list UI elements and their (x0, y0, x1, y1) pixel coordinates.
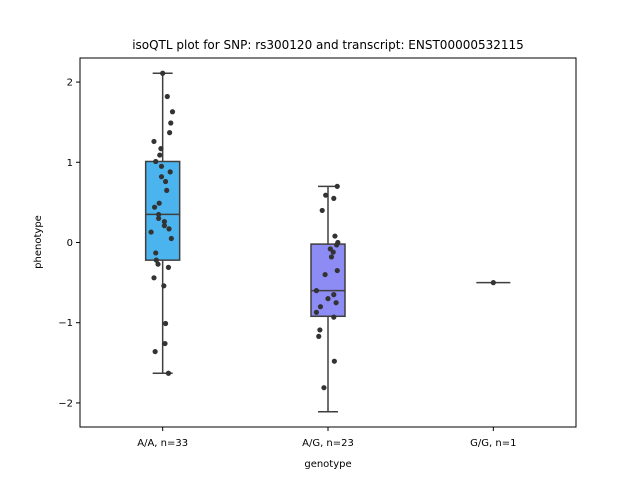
data-point (317, 327, 323, 333)
data-point (313, 309, 320, 315)
plot-content (144, 70, 511, 413)
x-axis-label: genotype (304, 459, 351, 470)
points-group-3 (490, 280, 496, 286)
data-point (334, 242, 340, 248)
data-point (161, 219, 168, 225)
data-point (151, 138, 157, 145)
data-point (158, 174, 165, 180)
data-point (333, 300, 339, 306)
y-axis: −2 −1 0 1 2 (58, 78, 80, 409)
data-point (331, 195, 337, 201)
data-point (319, 207, 325, 214)
data-point (151, 275, 157, 281)
iqr-box (310, 243, 346, 318)
y-tick-label: 2 (67, 78, 73, 89)
data-point (334, 267, 340, 274)
data-point (162, 178, 169, 185)
data-point (167, 169, 173, 175)
data-point (313, 288, 320, 294)
data-point (148, 229, 154, 235)
data-point (151, 204, 158, 210)
data-point (169, 109, 176, 115)
data-point (490, 280, 496, 286)
data-point (153, 250, 159, 256)
y-tick-label: 0 (67, 238, 73, 249)
data-point (330, 249, 336, 255)
y-tick-label: −2 (58, 398, 73, 409)
data-point (156, 211, 162, 218)
x-tick-label: A/A, n=33 (137, 438, 188, 449)
data-point (331, 292, 337, 298)
data-point (152, 348, 158, 355)
data-point (165, 370, 172, 376)
data-point (331, 314, 337, 320)
data-point (164, 93, 170, 100)
data-point (160, 70, 166, 76)
data-point (322, 271, 328, 278)
points-group-2 (313, 183, 341, 391)
data-point (167, 130, 173, 136)
data-point (316, 333, 322, 339)
data-point (157, 152, 163, 158)
y-tick-label: −1 (58, 318, 73, 329)
x-tick-label: G/G, n=1 (470, 438, 516, 449)
points-group-1 (148, 70, 176, 376)
data-point (162, 340, 168, 347)
x-tick-label: A/G, n=23 (302, 438, 354, 449)
data-point (168, 120, 174, 126)
data-point (321, 385, 327, 391)
y-tick-label: 1 (67, 158, 73, 169)
data-point (331, 358, 337, 364)
data-point (153, 158, 159, 165)
data-point (161, 223, 168, 229)
data-point (325, 296, 331, 302)
data-point (334, 183, 340, 189)
x-axis: A/A, n=33 A/G, n=23 G/G, n=1 (137, 427, 516, 449)
data-point (168, 235, 174, 242)
data-point (328, 254, 335, 260)
data-point (165, 264, 172, 270)
data-point (155, 261, 161, 267)
data-point (332, 233, 338, 239)
chart-title: isoQTL plot for SNP: rs300120 and transc… (132, 38, 524, 52)
data-point (156, 215, 162, 222)
box-group-2 (310, 185, 346, 413)
data-point (164, 187, 170, 193)
data-point (153, 257, 159, 263)
y-axis-label: phenotype (33, 215, 44, 269)
data-point (161, 283, 167, 289)
data-point (156, 200, 162, 206)
data-point (162, 320, 169, 327)
data-point (158, 163, 165, 169)
data-point (166, 226, 172, 232)
data-point (317, 304, 324, 310)
data-point (158, 146, 164, 152)
data-point (323, 192, 329, 198)
